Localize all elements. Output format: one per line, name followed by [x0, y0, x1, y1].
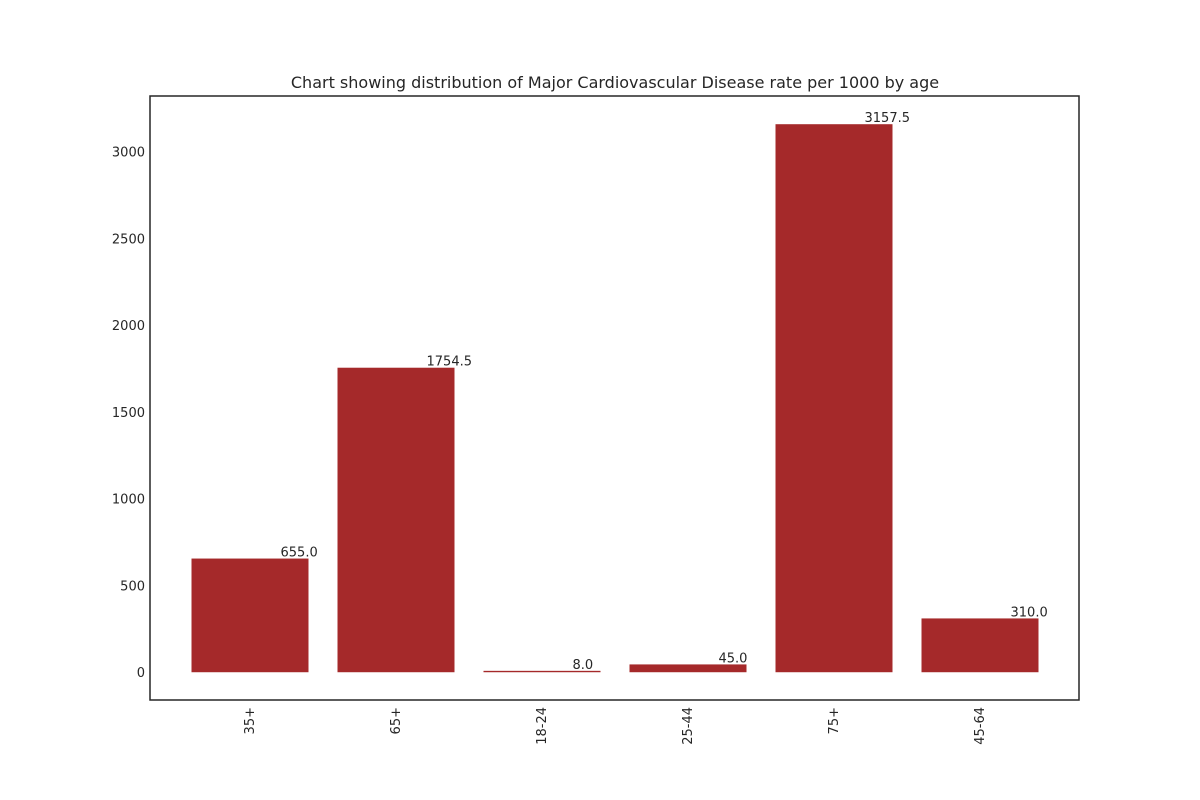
x-tick-label: 75+ [827, 707, 842, 734]
bar-45-64 [921, 618, 1039, 673]
bar-value-label-75+: 3157.5 [865, 111, 911, 126]
bar-value-label-18-24: 8.0 [573, 658, 594, 673]
y-tick-label: 1500 [112, 406, 145, 421]
x-tick-label: 25-44 [681, 707, 696, 745]
y-tick-label: 1000 [112, 493, 145, 508]
bars-group [191, 124, 1039, 673]
bar-25-44 [629, 664, 747, 673]
y-tick-label: 2000 [112, 319, 145, 334]
y-axis: 0 500 1000 1500 2000 2500 3000 [112, 146, 145, 682]
y-tick-label: 500 [120, 579, 145, 594]
bar-value-label-25-44: 45.0 [719, 651, 748, 666]
x-tick-label: 18-24 [535, 707, 550, 745]
x-tick-label: 45-64 [973, 707, 988, 745]
bar-value-label-65+: 1754.5 [427, 355, 473, 370]
bar-18-24 [483, 670, 601, 673]
y-tick-label: 0 [137, 666, 145, 681]
bar-75+ [775, 124, 893, 673]
chart-title: Chart showing distribution of Major Card… [291, 73, 939, 92]
x-tick-label: 65+ [389, 707, 404, 734]
x-tick-label: 35+ [243, 707, 258, 734]
bar-value-label-45-64: 310.0 [1011, 605, 1048, 620]
y-tick-label: 2500 [112, 232, 145, 247]
x-axis: 35+ 65+ 18-24 25-44 75+ 45-64 [243, 707, 988, 745]
bar-35+ [191, 558, 309, 673]
bar-value-label-35+: 655.0 [281, 546, 318, 561]
bar-value-labels: 655.0 1754.5 8.0 45.0 3157.5 310.0 [281, 111, 1048, 673]
y-tick-label: 3000 [112, 146, 145, 161]
plot-area-frame [149, 95, 1080, 701]
bar-65+ [337, 367, 455, 673]
